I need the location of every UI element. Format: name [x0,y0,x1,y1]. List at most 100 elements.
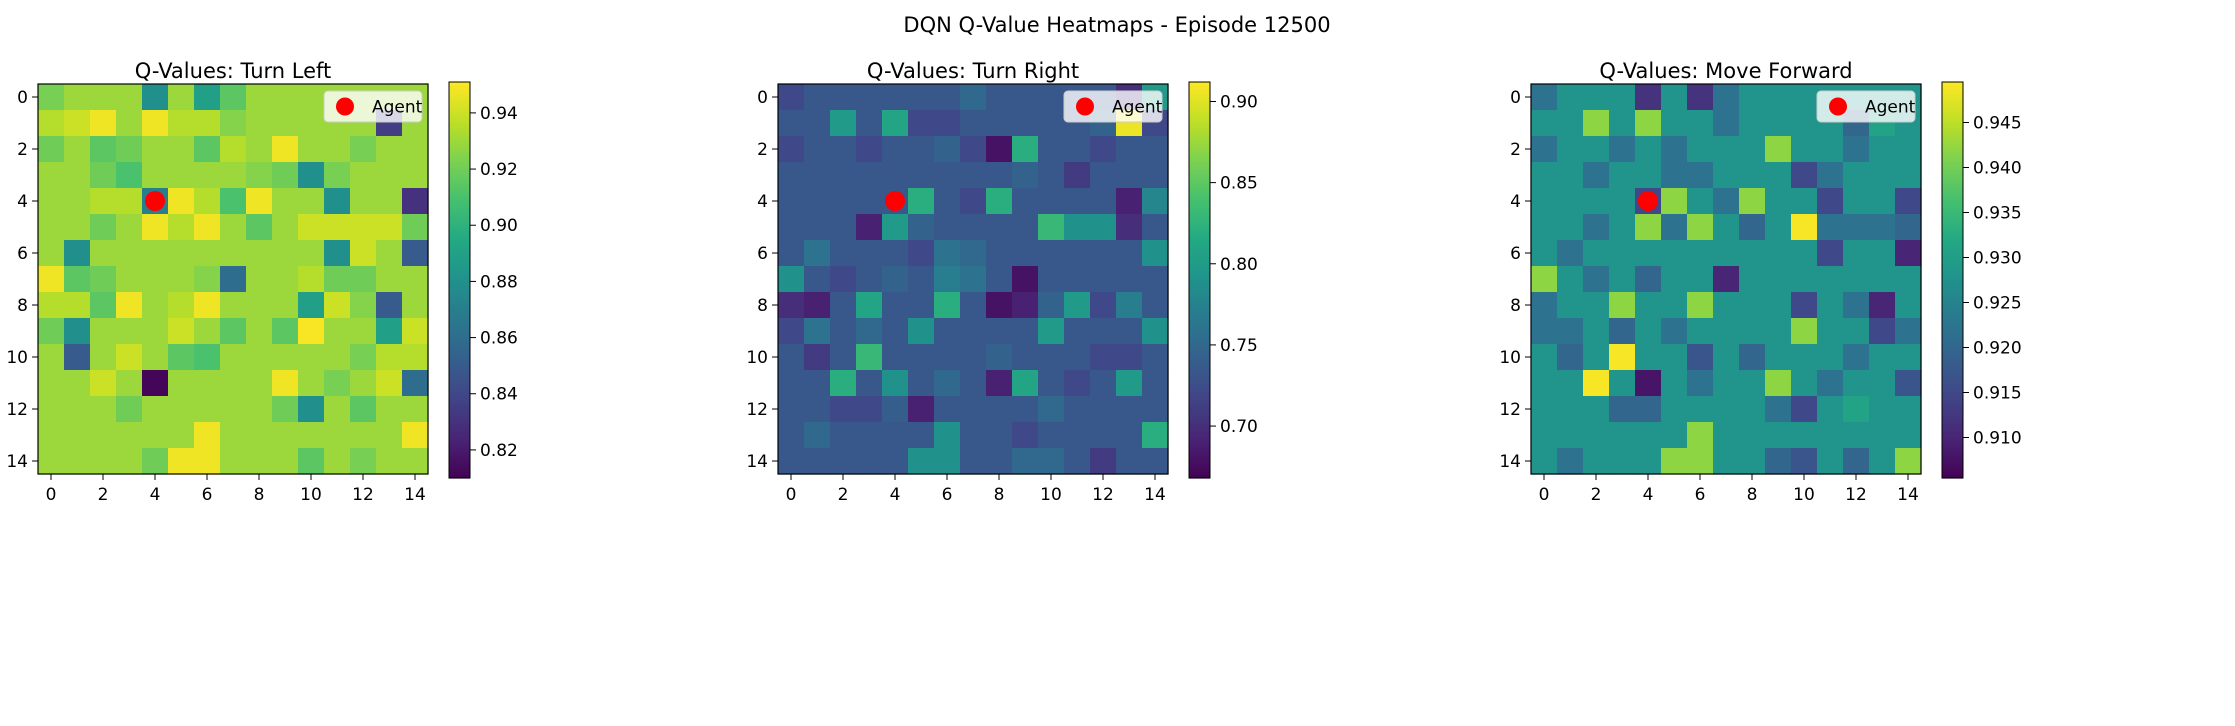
heatmap-cell [1869,292,1896,319]
heatmap-cell [1557,344,1584,371]
heatmap-cell [778,344,805,371]
heatmap-cell [90,344,117,371]
heatmap-cell [804,396,831,423]
heatmap-cell [1116,370,1143,397]
colorbar-segment [1942,402,1963,406]
panel-turn-right-title: Q-Values: Turn Right [867,59,1079,83]
colorbar-segment [1942,237,1963,241]
colorbar-segment [449,415,470,420]
heatmap-cell [1116,448,1143,475]
heatmap-cell [778,292,805,319]
heatmap-cell [1869,188,1896,215]
colorbar-segment [1189,157,1210,162]
panel-move-forward-title: Q-Values: Move Forward [1599,59,1852,83]
agent-marker [885,191,905,211]
colorbar-segment [1189,223,1210,228]
heatmap-cell [402,318,429,345]
colorbar-segment [449,253,470,258]
heatmap-cell [1739,396,1766,423]
colorbar-segment [1189,326,1210,331]
colorbar-segment [449,230,470,235]
y-tick-label: 8 [757,296,768,316]
heatmap-cell [90,214,117,241]
colorbar-segment [449,283,470,288]
heatmap-cell [856,422,883,449]
colorbar-segment [449,372,470,377]
colorbar-segment [1189,418,1210,423]
heatmap-cell [298,344,325,371]
heatmap-cell [1843,370,1870,397]
x-tick-label: 6 [942,485,953,505]
heatmap-cell [168,162,195,189]
y-tick-label: 2 [1510,140,1521,160]
colorbar-segment [1942,247,1963,251]
heatmap-cell [376,396,403,423]
heatmap-cell [1090,396,1117,423]
heatmap-cell [1687,162,1714,189]
colorbar-segment [449,266,470,271]
heatmap-cell [882,422,909,449]
heatmap-cell [220,84,247,111]
heatmap-cell [1687,240,1714,267]
colorbar-segment [1189,177,1210,182]
colorbar-segment [449,412,470,416]
colorbar-frame [1188,81,1211,479]
colorbar-segment [1942,392,1963,397]
heatmap-cell [908,266,935,293]
heatmap-cell [220,188,247,215]
heatmap-cell [272,84,299,111]
colorbar-tick-label: 0.80 [1220,255,1258,275]
heatmap-cell [986,162,1013,189]
heatmap-cell [142,214,169,241]
heatmap-cell [1038,266,1065,293]
heatmap-cell [350,214,377,241]
heatmap-cell [194,448,221,475]
heatmap-cell [246,162,273,189]
heatmap-cell [324,136,351,163]
x-tick-label: 8 [994,485,1005,505]
heatmap-cell [908,448,935,475]
y-tick-label: 12 [746,400,768,420]
colorbar-segment [1942,299,1963,304]
heatmap-cell [168,266,195,293]
colorbar-segment [1189,359,1210,364]
colorbar-segment [1189,250,1210,255]
y-tick-label: 10 [6,348,28,368]
colorbar-segment [449,299,470,304]
colorbar-segment [1942,118,1963,123]
heatmap-cell [168,396,195,423]
heatmap-cell [1791,292,1818,319]
colorbar-segment [449,280,470,284]
heatmap-cell [804,240,831,267]
colorbar-segment [1942,451,1963,456]
heatmap-cell [778,448,805,475]
colorbar-segment [449,204,470,208]
colorbar-segment [449,375,470,380]
x-tick-label: 0 [1539,485,1550,505]
heatmap-cell [908,162,935,189]
heatmap-cell [38,448,65,475]
colorbar-segment [1942,329,1963,334]
colorbar-segment [449,471,470,476]
colorbar-segment [1942,319,1963,324]
colorbar-segment [1189,283,1210,288]
colorbar-segment [449,154,470,159]
heatmap-cell [168,240,195,267]
heatmap-cell [1687,214,1714,241]
heatmap-cell [194,214,221,241]
heatmap-cell [38,110,65,137]
colorbar-segment [1942,316,1963,321]
heatmap-cell [246,422,273,449]
heatmap-cell [830,240,857,267]
colorbar-tick-label: 0.84 [480,385,518,405]
colorbar-segment [449,296,470,301]
heatmap-cell [272,266,299,293]
colorbar-segment [1189,398,1210,403]
colorbar-segment [1189,171,1210,175]
colorbar-segment [1942,313,1963,317]
heatmap-cell [1817,136,1844,163]
heatmap-cell [1765,84,1792,111]
heatmap-cell [1609,318,1636,345]
heatmap-cell [1142,422,1169,449]
heatmap-cell [1531,370,1558,397]
